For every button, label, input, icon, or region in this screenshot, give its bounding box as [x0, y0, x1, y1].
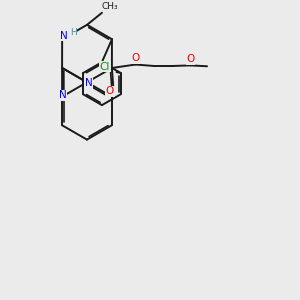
Text: N: N	[60, 31, 68, 41]
Text: Cl: Cl	[100, 61, 110, 72]
Text: N: N	[58, 91, 66, 100]
Text: N: N	[85, 79, 92, 88]
Text: H: H	[70, 28, 76, 37]
Text: CH₃: CH₃	[102, 2, 118, 11]
Text: O: O	[186, 54, 194, 64]
Text: O: O	[131, 53, 140, 63]
Text: O: O	[106, 86, 114, 97]
